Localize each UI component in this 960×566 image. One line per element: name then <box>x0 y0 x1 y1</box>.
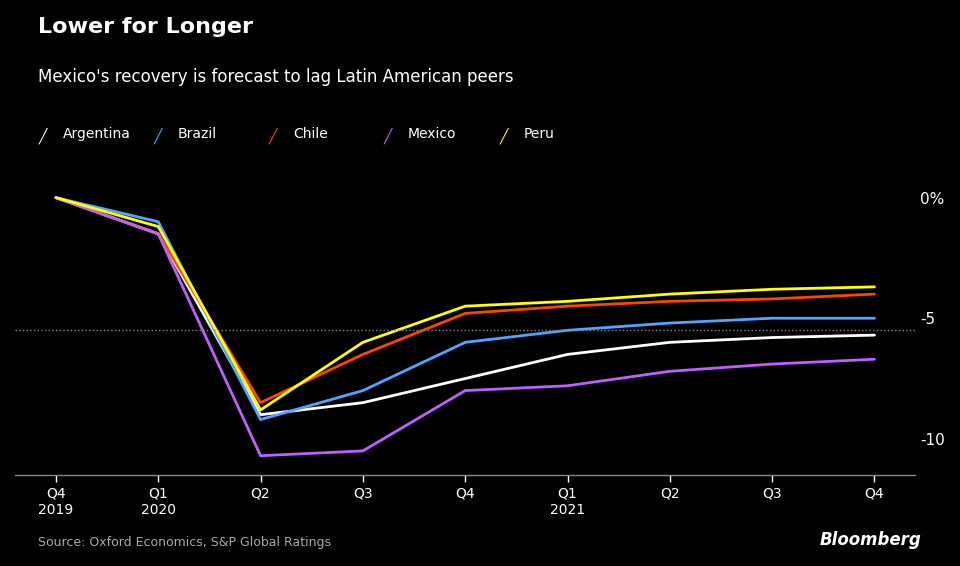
Text: Brazil: Brazil <box>178 127 217 142</box>
Text: Peru: Peru <box>523 127 554 142</box>
Text: Bloomberg: Bloomberg <box>820 531 922 549</box>
Text: ╱: ╱ <box>269 127 282 144</box>
Text: ╱: ╱ <box>499 127 513 144</box>
Text: Lower for Longer: Lower for Longer <box>38 17 253 37</box>
Text: ╱: ╱ <box>38 127 52 144</box>
Text: Source: Oxford Economics, S&P Global Ratings: Source: Oxford Economics, S&P Global Rat… <box>38 536 331 549</box>
Text: Mexico: Mexico <box>408 127 457 142</box>
Text: ╱: ╱ <box>384 127 397 144</box>
Text: Mexico's recovery is forecast to lag Latin American peers: Mexico's recovery is forecast to lag Lat… <box>38 68 514 86</box>
Text: Chile: Chile <box>293 127 327 142</box>
Text: Argentina: Argentina <box>62 127 131 142</box>
Text: ╱: ╱ <box>154 127 167 144</box>
